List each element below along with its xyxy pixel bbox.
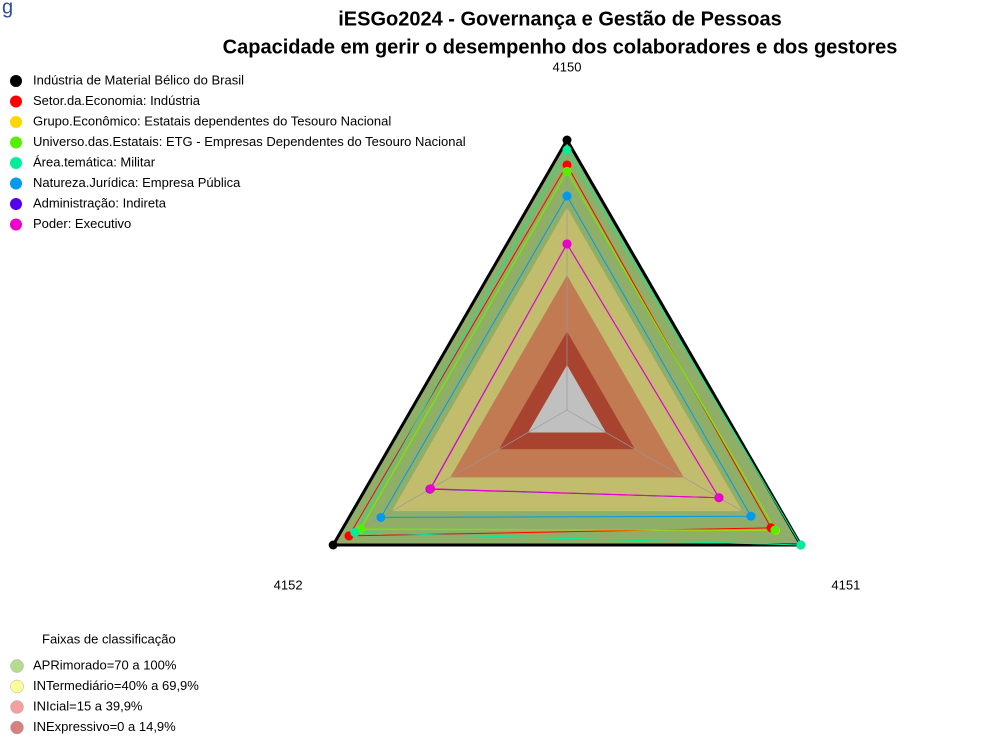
legend-marker — [10, 177, 22, 190]
legend-label: Indústria de Material Bélico do Brasil — [33, 72, 244, 87]
legend-marker — [10, 198, 22, 210]
series-line — [353, 148, 802, 546]
series-point — [328, 540, 338, 550]
series-point — [562, 167, 572, 177]
legend-marker — [10, 75, 22, 87]
legend-marker — [10, 157, 22, 169]
series-point — [562, 239, 572, 249]
series-point — [350, 528, 360, 538]
band-marker — [10, 679, 24, 694]
series-line — [429, 242, 720, 499]
band-label: APRimorado=70 a 100% — [33, 657, 177, 672]
series-point — [714, 493, 724, 503]
legend-label: Poder: Executivo — [33, 216, 131, 231]
bands-title: Faixas de classificação — [42, 631, 176, 646]
legend-marker — [10, 116, 22, 128]
axis-label: 4152 — [274, 577, 303, 592]
chart-title: iESGo2024 - Governança e Gestão de Pesso… — [338, 8, 782, 30]
band-marker — [10, 700, 24, 714]
series-point — [562, 145, 572, 155]
chart-subtitle: Capacidade em gerir o desempenho dos col… — [223, 36, 898, 58]
series-point — [562, 191, 572, 201]
band-label: INTermediário=40% a 69,9% — [33, 678, 199, 693]
series-point — [562, 160, 572, 170]
series-point — [562, 135, 572, 145]
legend-label: Área.temática: Militar — [33, 154, 156, 169]
legend-label: Administração: Indireta — [33, 195, 167, 210]
band-marker — [10, 659, 24, 673]
series-point — [770, 525, 780, 535]
legend-marker — [10, 218, 22, 231]
band-label: INExpressivo=0 a 14,9% — [33, 719, 176, 734]
axis-label: 4151 — [831, 577, 860, 592]
series-line — [359, 170, 776, 531]
series-point — [746, 511, 756, 521]
legend-marker — [10, 95, 22, 108]
series-line — [330, 136, 804, 547]
legend-marker — [10, 136, 22, 149]
axis-label: 4150 — [553, 59, 582, 74]
legend-label: Setor.da.Economia: Indústria — [33, 93, 201, 108]
band-marker — [10, 720, 24, 735]
series-line — [380, 195, 752, 518]
series-point — [376, 512, 386, 522]
band-label: INIcial=15 a 39,9% — [33, 698, 143, 713]
series-point — [426, 484, 436, 494]
legend-label: Universo.das.Estatais: ETG - Empresas De… — [33, 134, 466, 149]
spoke — [566, 409, 802, 546]
page-heading: g — [2, 0, 13, 18]
spoke — [332, 409, 568, 546]
legend-label: Grupo.Econômico: Estatais dependentes do… — [33, 113, 391, 128]
series-point — [796, 540, 806, 550]
legend-label: Natureza.Jurídica: Empresa Pública — [33, 175, 241, 190]
